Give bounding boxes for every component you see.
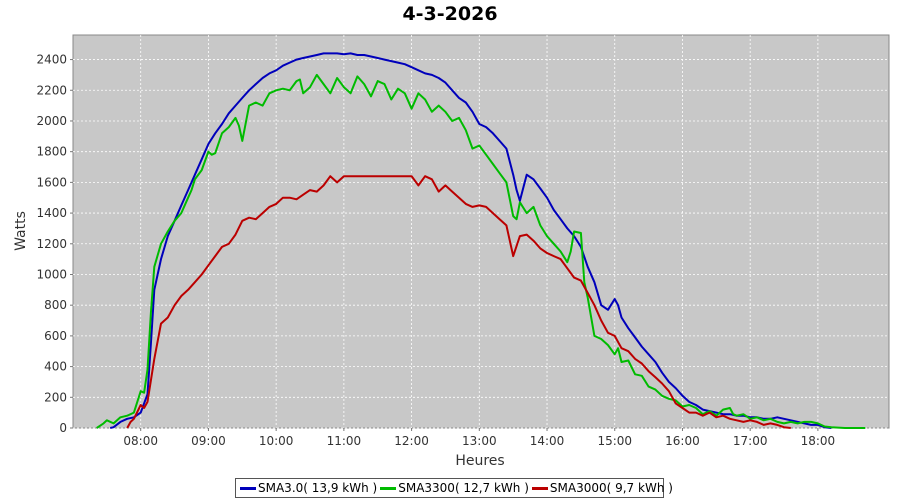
chart-title: 4-3-2026 (402, 3, 497, 25)
y-tick-label: 2400 (36, 53, 67, 67)
y-tick-label: 200 (44, 390, 67, 404)
x-tick-label: 14:00 (530, 434, 565, 448)
legend-swatch-sma3000 (531, 486, 548, 490)
y-tick-label: 800 (44, 298, 67, 312)
series-line-1 (96, 73, 866, 429)
plot-area (72, 34, 890, 429)
y-tick-label: 2000 (36, 114, 67, 128)
series-line-2 (126, 175, 791, 429)
y-tick-label: 1800 (36, 145, 67, 159)
legend-label-sma30: SMA3.0( 13,9 kWh ) (258, 481, 378, 495)
x-tick-label: 18:00 (801, 434, 836, 448)
y-tick-label: 1600 (36, 175, 67, 189)
x-axis-label: Heures (455, 453, 504, 469)
grid-lines (73, 35, 889, 429)
legend-swatch-sma3300 (380, 486, 397, 490)
series-lines (96, 52, 866, 429)
legend-swatch-sma30 (240, 486, 256, 490)
x-tick-label: 17:00 (733, 434, 768, 448)
legend: SMA3.0( 13,9 kWh ) SMA3300( 12,7 kWh ) S… (235, 478, 673, 498)
axes: 0 200 400 600 800 1000 1200 1400 1600 1800 2000 220… (36, 53, 835, 448)
legend-item-sma3300: SMA3300( 12,7 kWh ) (380, 481, 529, 495)
series-line-0 (109, 52, 832, 429)
y-axis-label: Watts (13, 211, 29, 251)
y-tick-label: 1200 (36, 237, 67, 251)
x-tick-label: 10:00 (259, 434, 294, 448)
legend-item-sma30: SMA3.0( 13,9 kWh ) (240, 481, 377, 495)
x-tick-label: 09:00 (191, 434, 226, 448)
y-tick-label: 400 (44, 360, 67, 374)
y-tick-label: 0 (59, 421, 67, 435)
y-tick-label: 1000 (36, 267, 67, 281)
legend-item-sma3000: SMA3000( 9,7 kWh ) (531, 481, 673, 495)
y-tick-label: 600 (44, 329, 67, 343)
x-tick-label: 13:00 (462, 434, 497, 448)
x-tick-label: 16:00 (665, 434, 700, 448)
x-tick-label: 15:00 (597, 434, 632, 448)
legend-label-sma3000: SMA3000( 9,7 kWh ) (549, 481, 673, 495)
x-tick-label: 11:00 (327, 434, 362, 448)
x-tick-label: 12:00 (394, 434, 429, 448)
y-tick-label: 1400 (36, 206, 67, 220)
x-tick-label: 08:00 (123, 434, 158, 448)
legend-label-sma3300: SMA3300( 12,7 kWh ) (398, 481, 529, 495)
y-tick-label: 2200 (36, 83, 67, 97)
